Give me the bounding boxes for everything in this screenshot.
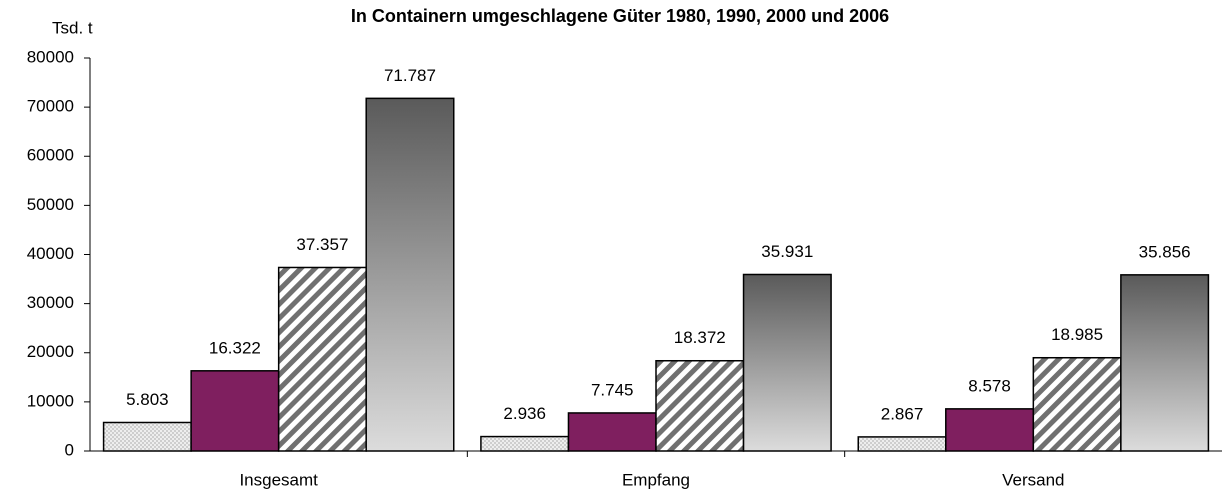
y-tick-label: 70000 — [27, 97, 74, 116]
data-label: 8.578 — [968, 376, 1011, 395]
y-tick-label: 60000 — [27, 146, 74, 165]
bar — [480, 435, 570, 452]
data-label: 2.936 — [503, 404, 546, 423]
data-label: 35.856 — [1139, 242, 1191, 261]
y-tick-label: 40000 — [27, 244, 74, 263]
bar — [857, 436, 947, 452]
bar — [102, 421, 192, 452]
data-label: 5.803 — [126, 390, 169, 409]
data-label: 35.931 — [761, 242, 813, 261]
y-tick-label: 50000 — [27, 195, 74, 214]
y-tick-label: 0 — [65, 440, 74, 459]
y-tick-label: 20000 — [27, 342, 74, 361]
y-tick-label: 30000 — [27, 293, 74, 312]
bar — [1032, 356, 1122, 452]
y-tick-label: 80000 — [27, 47, 74, 66]
y-tick-label: 10000 — [27, 391, 74, 410]
bar — [277, 266, 367, 452]
x-tick-label: Empfang — [622, 470, 690, 489]
chart-title: In Containern umgeschlagene Güter 1980, … — [351, 6, 889, 26]
data-label: 16.322 — [209, 338, 261, 357]
x-tick-label: Versand — [1002, 470, 1064, 489]
bar — [365, 97, 455, 452]
bar — [742, 273, 832, 452]
data-label: 18.985 — [1051, 325, 1103, 344]
bar — [190, 370, 280, 452]
x-tick-label: Insgesamt — [239, 470, 318, 489]
bar — [945, 408, 1035, 452]
data-label: 71.787 — [384, 66, 436, 85]
y-axis-label: Tsd. t — [52, 18, 93, 37]
data-label: 37.357 — [296, 235, 348, 254]
bar — [567, 412, 657, 452]
bar — [1120, 274, 1210, 452]
data-label: 7.745 — [591, 380, 634, 399]
bar — [655, 359, 745, 452]
data-label: 18.372 — [674, 328, 726, 347]
data-label: 2.867 — [881, 404, 924, 423]
